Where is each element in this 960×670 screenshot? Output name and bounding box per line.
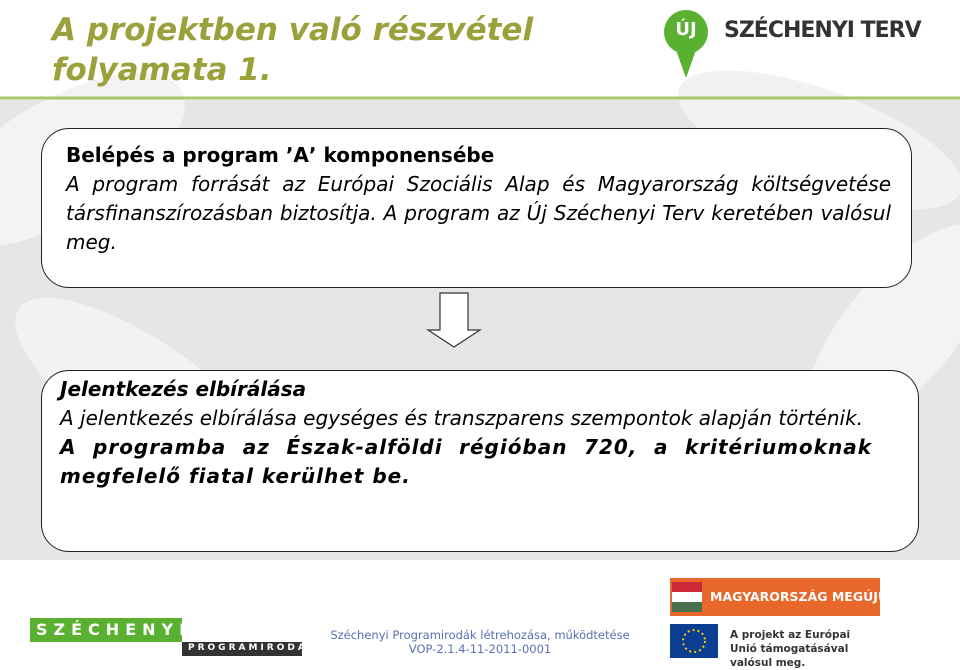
footer-line: VOP-2.1.4-11-2011-0001 [408,642,552,656]
title-line: A projektben való részvétel [52,12,534,48]
title-line: folyamata 1. [52,52,272,88]
box-text: A program forrását az Európai Szociális … [66,172,891,254]
logo-text: SZÉCHENYI TERV [724,18,922,43]
footer-badge: MAGYARORSZÁG MEGÚJUL [710,589,897,604]
box-text: A jelentkezés elbírálása egységes és tra… [60,406,864,430]
footer-line: Széchenyi Programirodák létrehozása, műk… [330,628,630,642]
eu-text: A projekt az Európai Unió támogatásával … [730,629,851,669]
footer-logo: PROGRAMIRODA [188,643,308,653]
logo-badge: ÚJ [675,19,697,40]
box: Belépés a program ʼAʼ komponensébe A pro… [41,128,912,288]
box: Jelentkezés elbírálása A jelentkezés elb… [41,370,919,552]
footer-text: Széchenyi Programirodák létrehozása, műk… [320,628,640,656]
box-heading: Jelentkezés elbírálása [60,377,307,401]
footer-logo: SZÉCHENYI [36,620,192,639]
title: A projektben való részvétel folyamata 1. [52,10,533,90]
box-heading: Belépés a program ʼAʼ komponensébe [66,143,495,167]
box-highlight: A programba az Észak-alföldi régióban 72… [60,435,872,488]
